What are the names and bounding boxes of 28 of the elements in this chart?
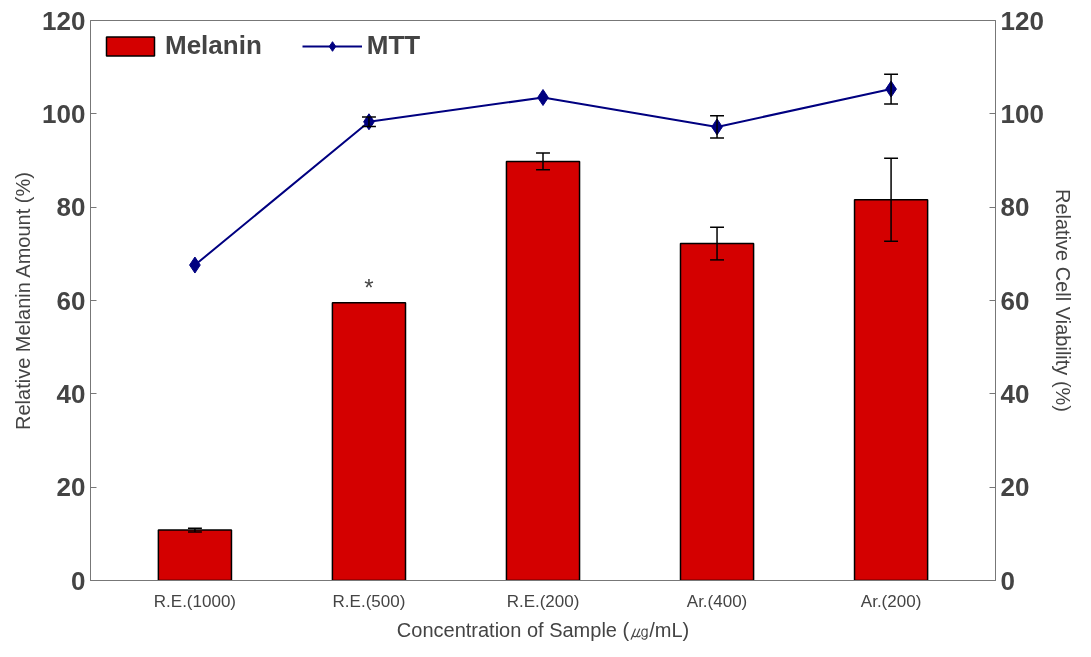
y-tick-label: 120 xyxy=(42,5,86,36)
y2-axis-title: Relative Cell Viability (%) xyxy=(1051,188,1074,413)
annotation: * xyxy=(364,273,374,301)
y2-tick-label: 80 xyxy=(1000,192,1030,223)
point xyxy=(537,89,549,106)
x-tick-label: R.E.(1000) xyxy=(153,591,237,611)
legend-label: Melanin xyxy=(165,30,262,61)
x-tick-label: R.E.(200) xyxy=(506,591,580,611)
x-axis-title: Concentration of Sample (㎍/mL) xyxy=(396,618,690,641)
bar xyxy=(157,529,233,581)
y2-tick-label: 100 xyxy=(1000,98,1044,129)
y-tick-label: 60 xyxy=(56,285,86,316)
x-tick-label: R.E.(500) xyxy=(332,591,406,611)
y-tick-label: 20 xyxy=(56,472,86,503)
y-tick-label: 0 xyxy=(71,565,86,596)
y2-tick-label: 40 xyxy=(1000,378,1030,409)
y-tick-label: 80 xyxy=(56,192,86,223)
y-axis-title: Relative Melanin Amount (%) xyxy=(12,172,35,430)
x-tick-label: Ar.(400) xyxy=(686,591,748,611)
legend-label: MTT xyxy=(366,30,421,61)
y-tick-label: 100 xyxy=(42,98,86,129)
y2-tick-label: 60 xyxy=(1000,285,1030,316)
y2-tick-label: 120 xyxy=(1000,5,1044,36)
y-tick-label: 40 xyxy=(56,378,86,409)
bar xyxy=(331,302,407,581)
y2-tick-label: 0 xyxy=(1000,565,1015,596)
y2-tick-label: 20 xyxy=(1000,472,1030,503)
x-tick-label: Ar.(200) xyxy=(860,591,922,611)
